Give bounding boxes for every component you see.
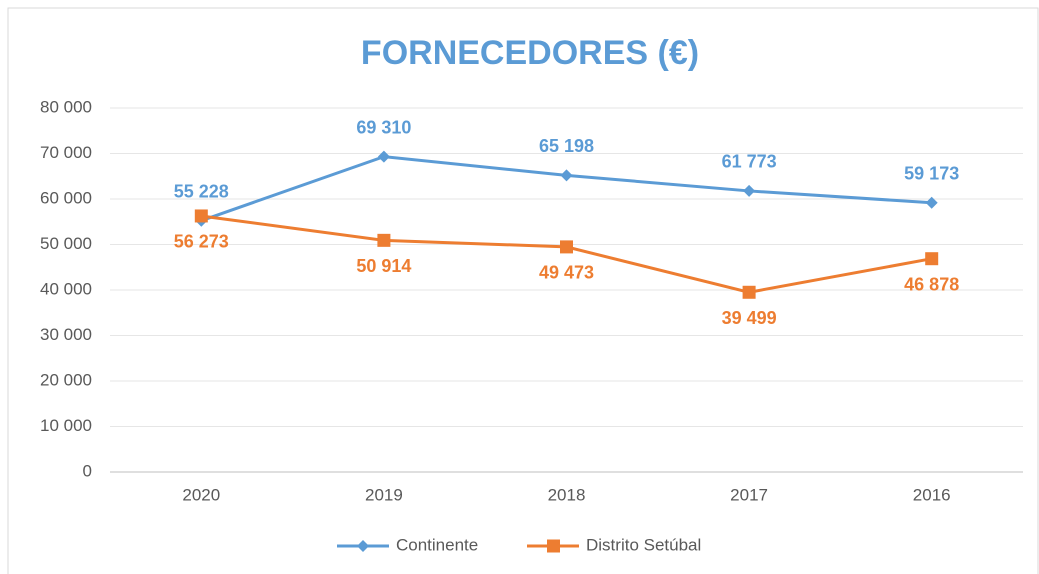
x-tick-label: 2017	[730, 485, 768, 504]
square-marker	[742, 285, 756, 299]
data-label: 39 499	[722, 308, 777, 328]
legend-label: Continente	[396, 535, 478, 554]
data-label: 61 773	[722, 152, 777, 172]
y-tick-label: 20 000	[40, 370, 92, 389]
legend-label: Distrito Setúbal	[586, 535, 701, 554]
chart-frame	[7, 7, 1039, 574]
data-label: 59 173	[904, 164, 959, 184]
diamond-marker	[377, 150, 390, 163]
data-label: 46 878	[904, 274, 959, 294]
data-label: 55 228	[174, 181, 229, 201]
x-tick-label: 2016	[913, 485, 951, 504]
data-label: 69 310	[356, 117, 411, 137]
square-marker	[560, 240, 573, 254]
chart-title: FORNECEDORES (€)	[361, 34, 699, 72]
legend-marker	[547, 539, 560, 553]
square-marker	[377, 233, 391, 247]
x-tick-label: 2020	[182, 485, 220, 504]
y-tick-label: 30 000	[40, 325, 92, 344]
y-tick-label: 50 000	[40, 234, 92, 253]
data-label: 50 914	[356, 256, 411, 276]
y-tick-label: 10 000	[40, 416, 92, 435]
diamond-marker	[560, 169, 573, 182]
legend-marker	[357, 540, 369, 552]
x-tick-label: 2018	[548, 485, 586, 504]
x-tick-label: 2019	[365, 485, 403, 504]
y-tick-label: 80 000	[40, 97, 92, 116]
y-tick-label: 0	[83, 461, 92, 480]
y-tick-label: 70 000	[40, 143, 92, 162]
data-label: 56 273	[174, 232, 229, 252]
diamond-marker	[743, 184, 756, 197]
square-marker	[925, 252, 939, 266]
diamond-marker	[925, 196, 938, 209]
data-label: 49 473	[539, 263, 594, 283]
data-label: 65 198	[539, 136, 594, 156]
y-tick-label: 60 000	[40, 188, 92, 207]
y-tick-label: 40 000	[40, 279, 92, 298]
square-marker	[194, 209, 208, 223]
